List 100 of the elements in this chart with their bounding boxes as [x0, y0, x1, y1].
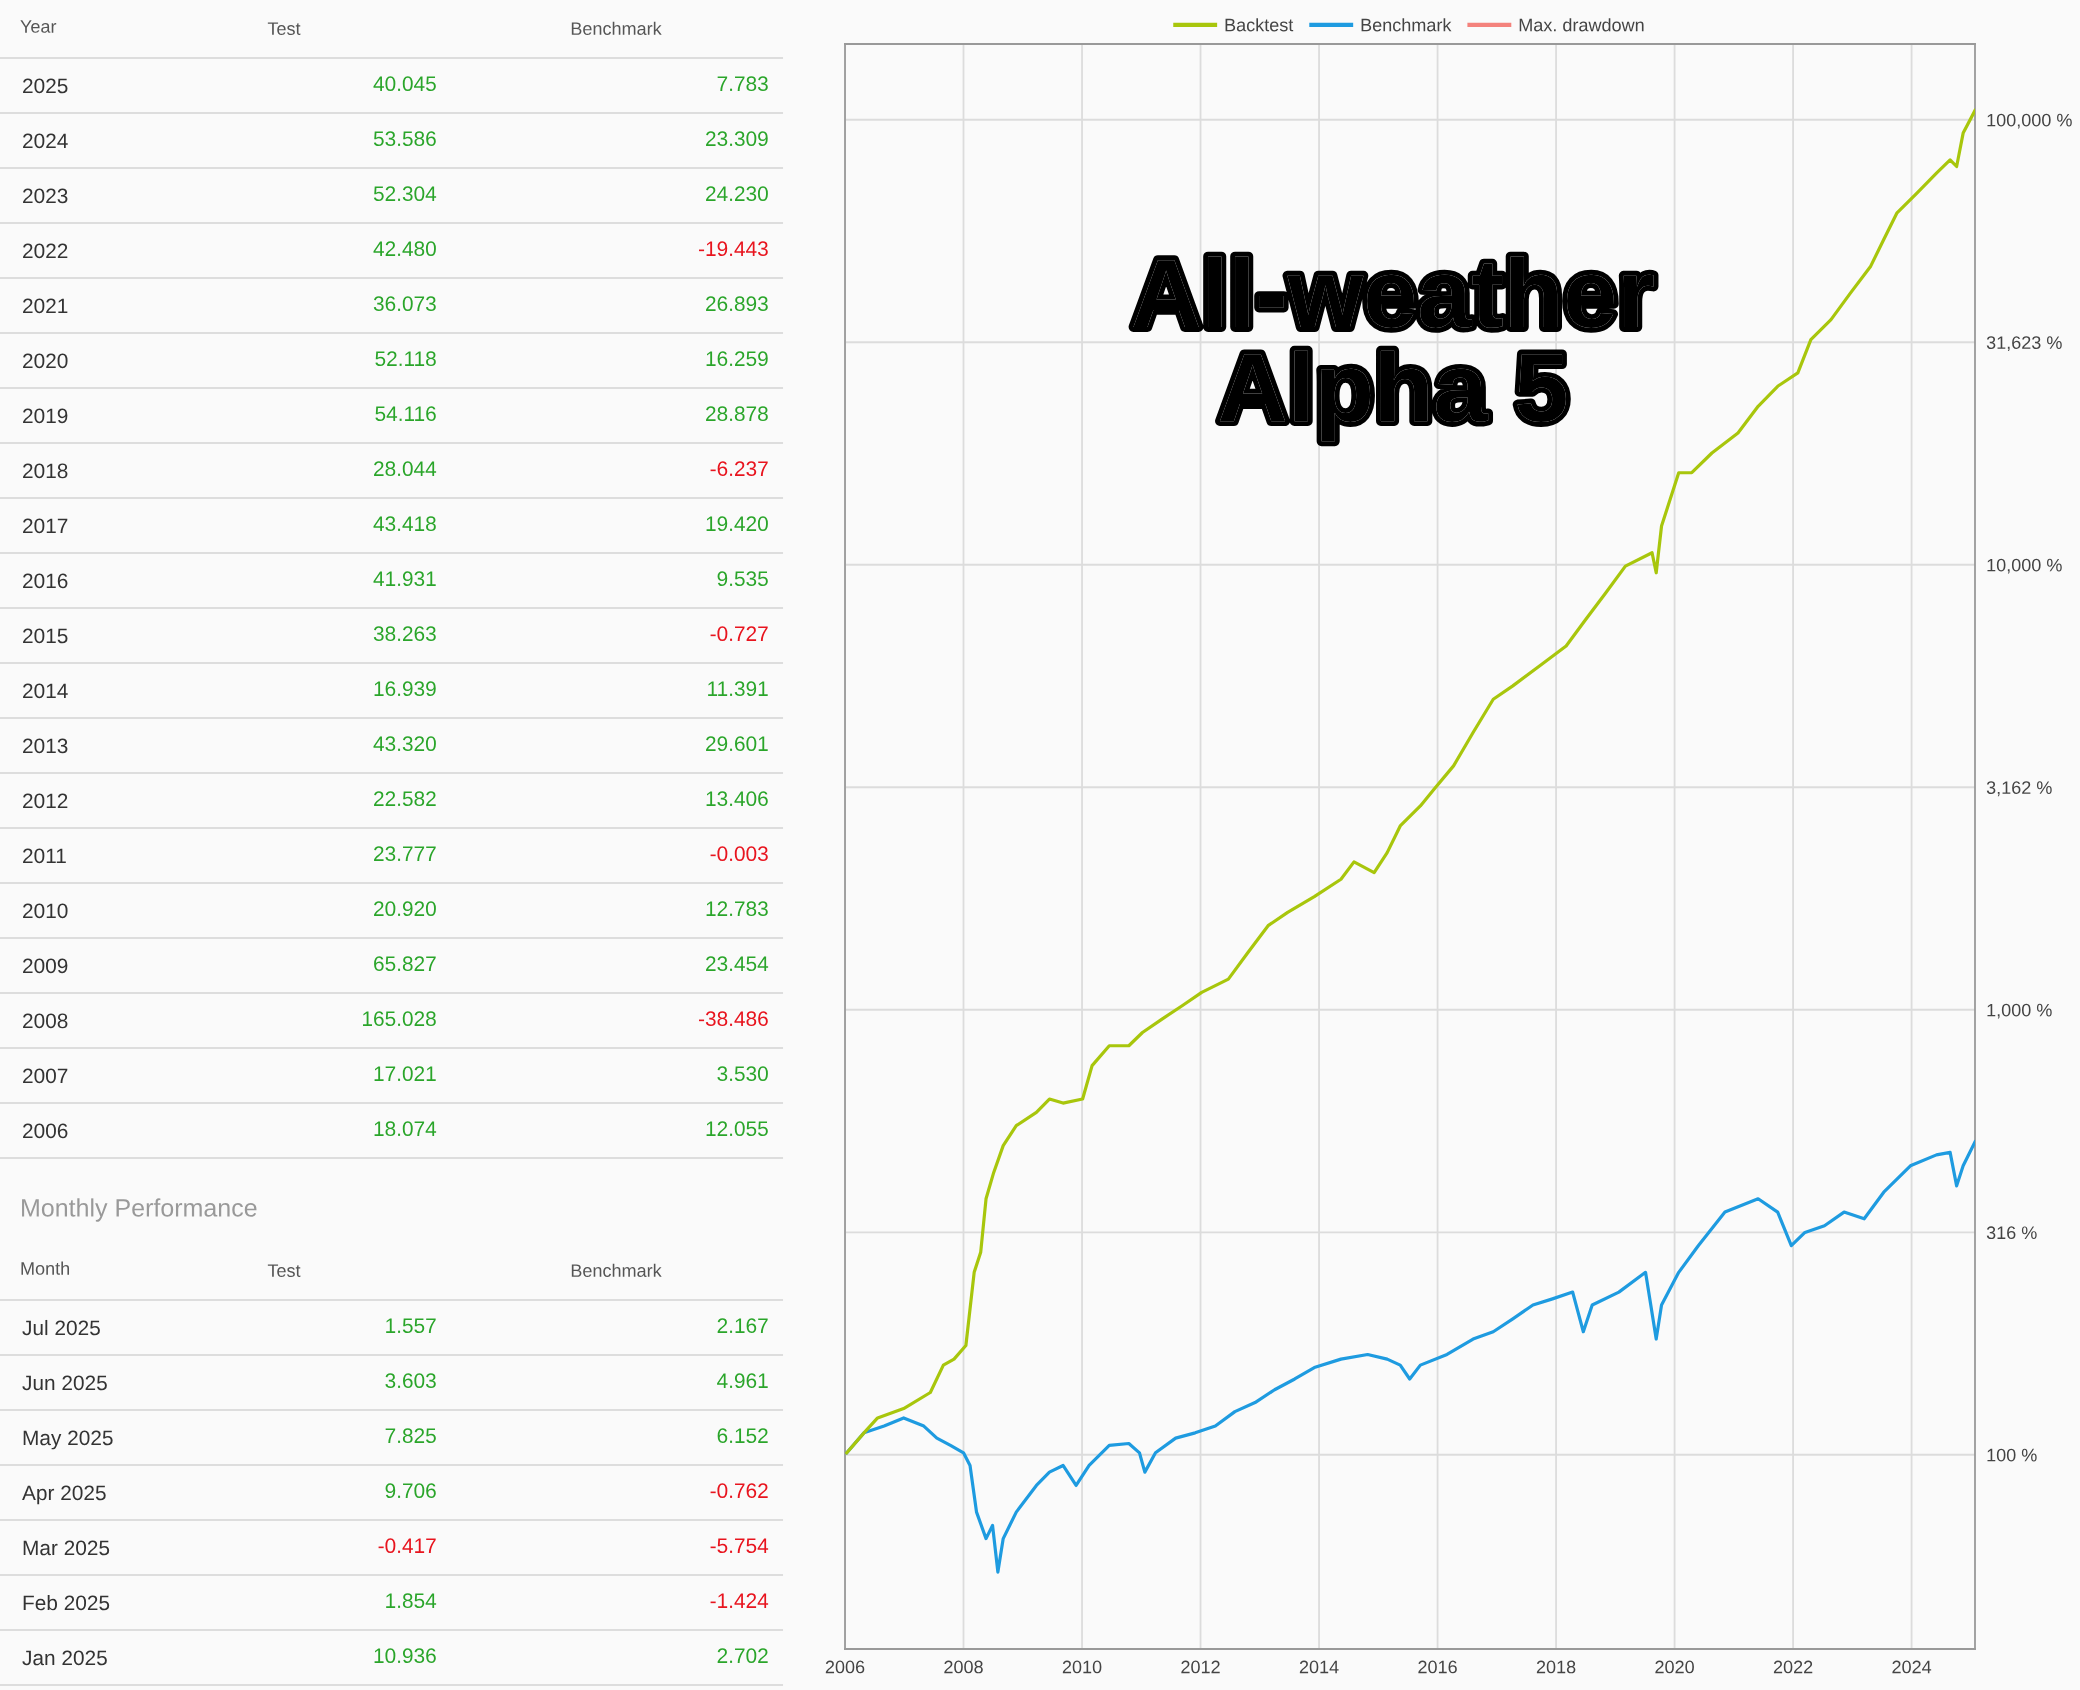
y-tick-label: 2016 — [23, 573, 68, 589]
data-label: 6.152 — [717, 1428, 768, 1444]
y-axis-title: Year — [20, 20, 57, 33]
data-label: 19.420 — [706, 516, 768, 532]
data-label: 52.118 — [375, 351, 436, 367]
data-label: 11.391 — [708, 681, 768, 697]
data-label: 165.028 — [363, 1011, 436, 1027]
data-label: 53.586 — [373, 131, 436, 147]
data-label: 12.055 — [706, 1121, 768, 1137]
data-label: 23.454 — [706, 956, 769, 972]
data-label: 16.259 — [706, 351, 768, 367]
data-label: 38.263 — [373, 626, 436, 642]
data-label: 36.073 — [373, 296, 436, 312]
data-label: 29.601 — [706, 736, 768, 752]
data-label: -5.754 — [710, 1538, 769, 1554]
data-label: 9.535 — [717, 571, 768, 587]
data-label: 65.827 — [374, 956, 436, 972]
legend-label: Max. drawdown — [1519, 18, 1644, 32]
data-label: -0.727 — [710, 626, 768, 642]
data-label: 7.783 — [717, 76, 768, 92]
y-tick-label: 316 % — [1986, 1226, 2037, 1240]
data-label: 18.074 — [374, 1121, 437, 1137]
y-tick-label: 2008 — [23, 1013, 68, 1029]
x-tick-label: Test — [267, 1264, 301, 1277]
x-tick-label: 2022 — [1773, 1660, 1813, 1674]
data-label: -6.237 — [710, 461, 768, 477]
data-label: 40.045 — [373, 76, 436, 92]
y-tick-label: 2012 — [23, 793, 68, 809]
line-series — [845, 108, 1975, 1455]
data-label: 22.582 — [374, 791, 436, 807]
data-label: 43.320 — [373, 736, 436, 752]
data-label: 26.893 — [706, 296, 768, 312]
y-tick-label: 2022 — [23, 243, 68, 259]
y-tick-label: 2014 — [23, 683, 68, 699]
data-label: 42.480 — [373, 241, 436, 257]
data-label: 7.825 — [385, 1428, 436, 1444]
data-label: 3.530 — [717, 1066, 768, 1082]
y-tick-label: 2007 — [23, 1068, 68, 1084]
data-label: -1.424 — [710, 1593, 769, 1608]
data-label: -0.417 — [378, 1538, 436, 1554]
data-label: 3.603 — [385, 1373, 436, 1389]
data-label: 24.230 — [706, 186, 768, 202]
y-tick-label: 2010 — [23, 903, 68, 919]
chart-title: Monthly Performance — [22, 1198, 257, 1222]
x-tick-label: 2008 — [944, 1660, 983, 1674]
x-tick-label: 2010 — [1062, 1660, 1102, 1674]
data-label: 4.961 — [717, 1373, 768, 1389]
y-tick-label: Apr 2025 — [22, 1485, 106, 1505]
y-tick-label: 2013 — [23, 738, 68, 754]
y-tick-label: 2017 — [23, 518, 68, 534]
data-label: -0.003 — [710, 846, 768, 862]
data-label: 1.557 — [386, 1318, 436, 1334]
y-tick-label: Jan 2025 — [22, 1650, 107, 1666]
data-label: 52.304 — [373, 186, 437, 202]
y-tick-label: 100,000 % — [1987, 113, 2072, 129]
data-label: 17.021 — [374, 1066, 436, 1082]
x-tick-label: Test — [267, 22, 301, 35]
data-label: 9.706 — [385, 1483, 436, 1499]
x-tick-label: 2016 — [1418, 1660, 1457, 1674]
data-label: 28.878 — [706, 406, 768, 422]
x-tick-label: 2024 — [1892, 1660, 1932, 1674]
legend-label: Backtest — [1225, 18, 1294, 32]
data-label: 2.702 — [717, 1648, 768, 1664]
y-tick-label: 2020 — [23, 353, 68, 369]
x-tick-label: 2012 — [1181, 1660, 1220, 1674]
data-label: -38.486 — [698, 1011, 768, 1027]
data-label: 54.116 — [375, 406, 436, 422]
x-tick-label: 2014 — [1299, 1660, 1339, 1674]
y-tick-label: 100 % — [1987, 1448, 2037, 1462]
data-label: 23.309 — [706, 131, 768, 147]
y-tick-label: 2025 — [23, 78, 68, 94]
data-label: 28.044 — [374, 461, 437, 477]
data-label: 16.939 — [374, 681, 436, 697]
data-label: 1.854 — [386, 1593, 437, 1609]
y-tick-label: 2023 — [23, 188, 68, 204]
y-axis-title: Month — [21, 1261, 70, 1275]
y-tick-label: 2015 — [23, 628, 68, 644]
y-tick-label: 10,000 % — [1987, 558, 2062, 574]
y-tick-label: 3,162 % — [1986, 781, 2052, 797]
y-tick-label: 2024 — [23, 133, 68, 149]
data-label: 12.783 — [706, 901, 768, 917]
y-tick-label: Jul 2025 — [22, 1319, 100, 1336]
data-label: 10.936 — [374, 1648, 436, 1664]
data-label: 2.167 — [717, 1318, 768, 1334]
y-tick-label: Jun 2025 — [22, 1375, 107, 1391]
data-label: 41.931 — [373, 571, 436, 587]
y-tick-label: 31,623 % — [1986, 336, 2062, 352]
data-label: 43.418 — [373, 516, 436, 532]
x-tick-label: 2006 — [825, 1660, 865, 1674]
data-label: 23.777 — [374, 846, 436, 862]
data-label: 13.406 — [706, 791, 768, 807]
y-tick-label: Mar 2025 — [23, 1540, 110, 1556]
y-tick-label: 2011 — [23, 848, 66, 864]
y-tick-label: 1,000 % — [1987, 1003, 2052, 1019]
x-tick-label: 2018 — [1536, 1660, 1576, 1674]
data-label: 20.920 — [374, 901, 436, 917]
x-tick-label: 2020 — [1655, 1660, 1694, 1674]
data-label: -0.762 — [710, 1483, 768, 1499]
y-tick-label: 2019 — [23, 408, 68, 424]
y-tick-label: 2018 — [23, 463, 68, 479]
